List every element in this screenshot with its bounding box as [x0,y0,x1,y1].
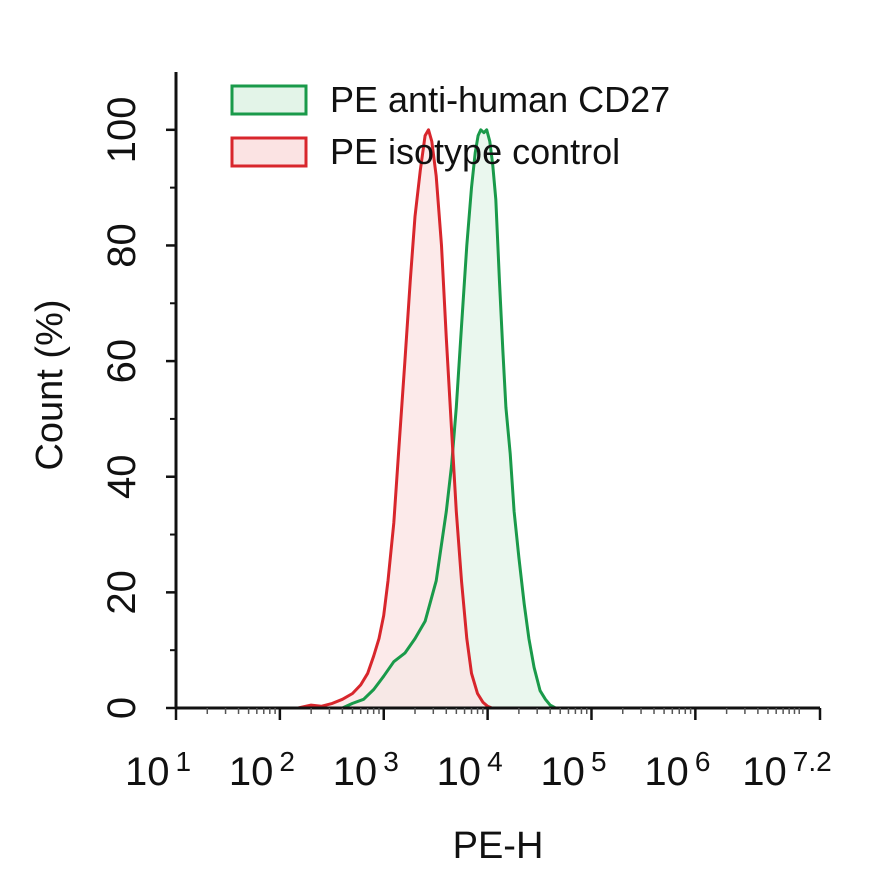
y-tick-label: 20 [100,570,144,615]
x-tick-label: 10 5 [540,746,606,794]
plot-area [176,128,820,710]
axes: 0 20 40 60 80 100 10 1 10 2 10 3 10 4 10 5 10 6 10 7.2 [100,72,832,794]
y-axis-title: Count (%) [29,299,71,470]
legend: PE anti-human CD27 PE isotype control [230,79,670,172]
x-axis-title: PE-H [453,825,544,867]
x-tick-label: 10 1 [125,746,191,794]
y-tick-label: 0 [100,697,144,719]
x-tick-label: 10 7.2 [742,746,831,794]
y-tick-label: 40 [100,454,144,499]
legend-label-isotype: PE isotype control [330,131,620,172]
legend-swatch-isotype [230,136,308,168]
x-tick-label: 10 2 [229,746,295,794]
legend-label-cd27: PE anti-human CD27 [330,79,670,120]
x-tick-label: 10 4 [437,746,503,794]
series-line-isotype [176,128,820,710]
series-fill-cd27 [176,129,820,709]
series-line-cd27 [176,128,820,710]
y-tick-label: 100 [100,96,144,163]
y-tick-label: 60 [100,339,144,384]
x-tick-label: 10 3 [333,746,399,794]
x-tick-label: 10 6 [644,746,710,794]
legend-swatch-cd27 [230,84,308,116]
y-tick-label: 80 [100,223,144,267]
